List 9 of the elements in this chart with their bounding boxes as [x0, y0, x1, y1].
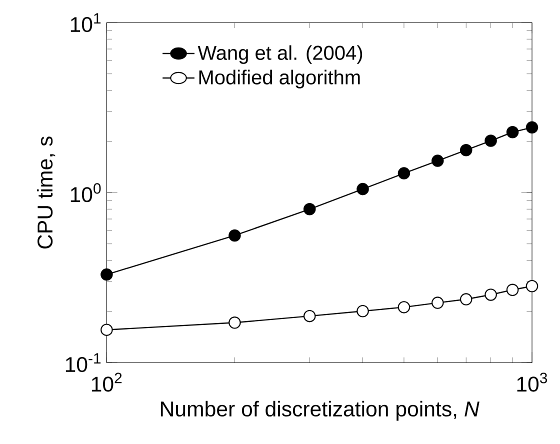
y-axis-title: CPU time, s [36, 136, 56, 248]
y-tick-label: 10$^{-1}$ [66, 353, 101, 372]
legend-label: Modified algorithm [199, 70, 360, 88]
legend-label: Wang et al. (2004) [198, 45, 362, 64]
y-tick-label: 10$^{0}$ [70, 183, 101, 202]
x-tick-label: 10$^{2}$ [92, 372, 122, 392]
x-axis-title: Number of discretization points, N [161, 400, 480, 421]
x-tick-label: 10$^{3}$ [517, 372, 548, 392]
y-tick-label: 10$^{1}$ [70, 13, 101, 32]
